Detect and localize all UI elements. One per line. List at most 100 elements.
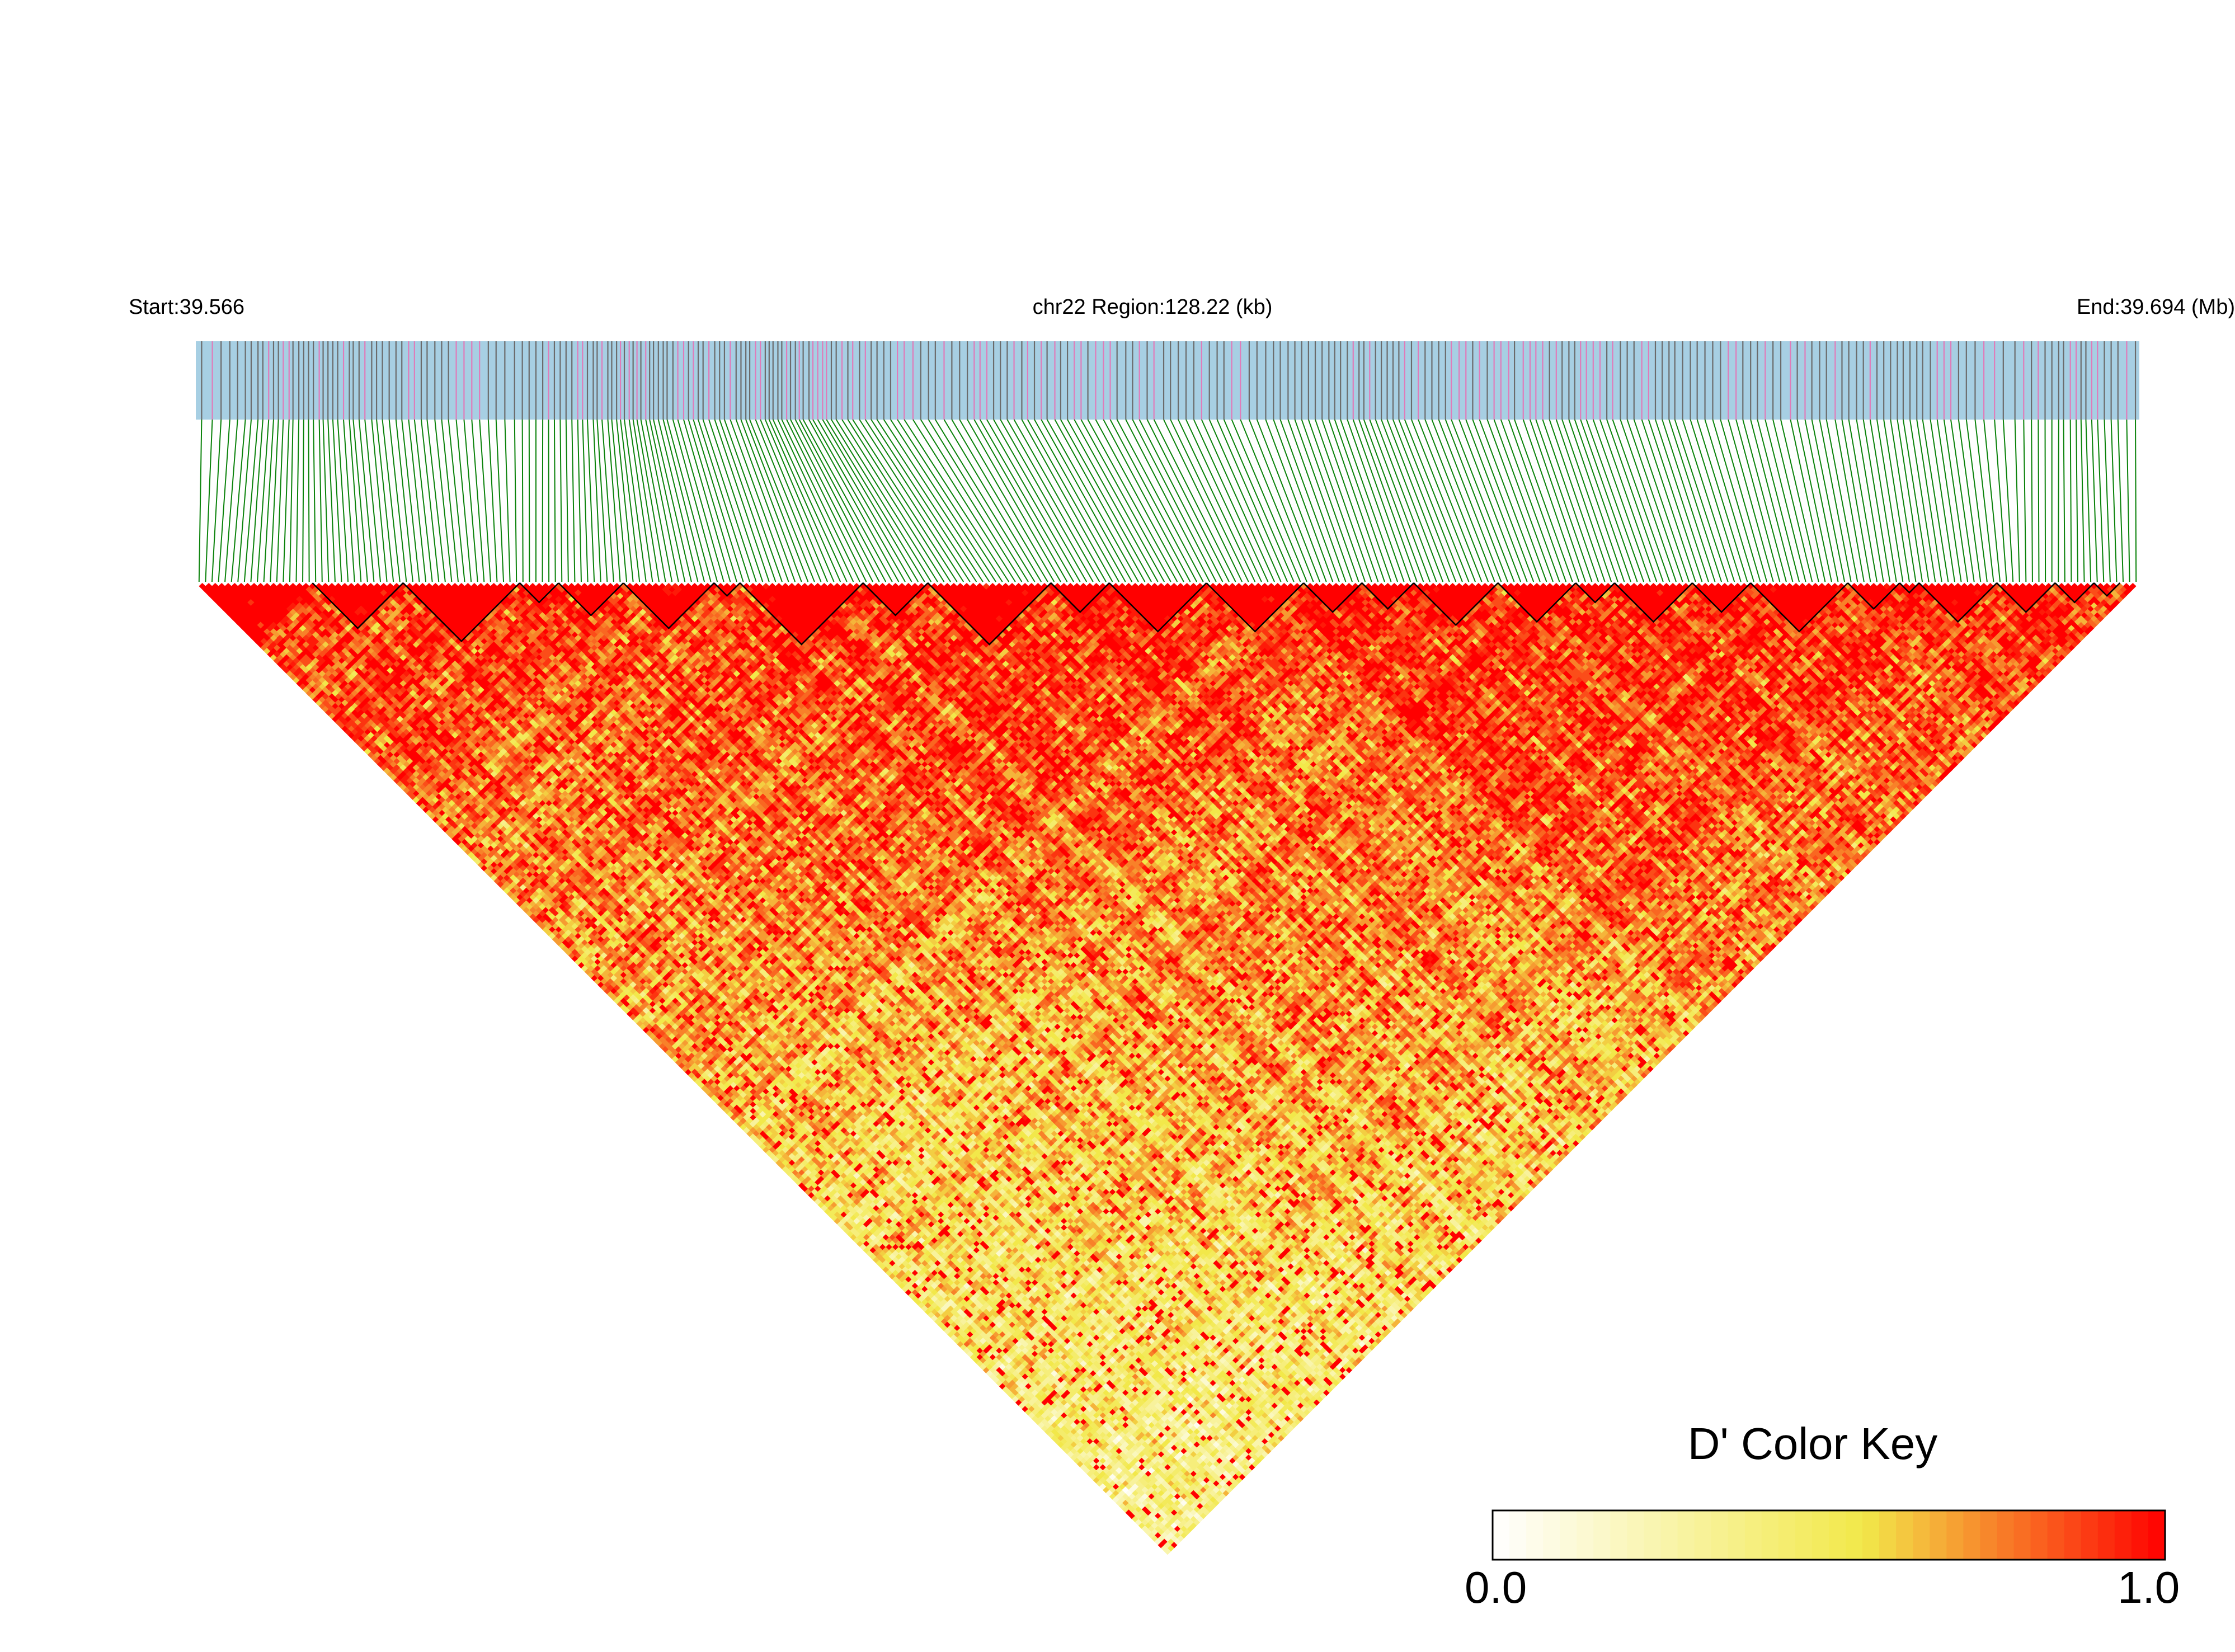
snp-connector — [1662, 419, 1716, 582]
color-key-step — [1644, 1510, 1662, 1560]
snp-connector — [1307, 419, 1366, 582]
color-key-max-label: 1.0 — [2118, 1562, 2180, 1612]
snp-connector — [1334, 419, 1392, 582]
snp-connector — [1208, 419, 1282, 582]
ld-cells-d-prime-0.00 — [1122, 1486, 1129, 1494]
snp-connector — [798, 419, 887, 582]
snp-connector — [1682, 419, 1735, 582]
snp-connector — [897, 419, 1003, 582]
ld-block-outline — [1750, 582, 1848, 633]
ld-block-outline — [623, 582, 715, 629]
snp-connector — [802, 419, 893, 582]
snp-connector — [636, 419, 666, 582]
snp-connector — [332, 419, 342, 582]
snp-connector — [337, 419, 349, 582]
snp-connector — [890, 419, 996, 582]
snp-connector — [607, 419, 621, 582]
color-key-step — [1896, 1510, 1913, 1560]
snp-connector — [2058, 419, 2059, 582]
snp-connector — [2038, 419, 2040, 582]
snp-connector — [1522, 419, 1580, 582]
snp-connector — [1163, 419, 1243, 582]
color-key-step — [2148, 1510, 2166, 1560]
snp-connector — [1811, 419, 1846, 582]
snp-connector — [794, 419, 880, 582]
snp-connector — [1060, 419, 1152, 582]
ld-block-outline — [558, 582, 624, 616]
snp-connector — [1287, 419, 1347, 582]
snp-connector — [1819, 419, 1852, 582]
snp-connector — [835, 419, 938, 582]
snp-connector — [349, 419, 362, 582]
snp-connector — [1021, 419, 1113, 582]
snp-connector — [951, 419, 1048, 582]
snp-connector — [749, 419, 815, 582]
snp-connector — [1067, 419, 1159, 582]
snp-connector — [592, 419, 601, 582]
snp-connector — [1080, 419, 1171, 582]
snp-connector — [2080, 419, 2085, 582]
snp-connector — [1006, 419, 1100, 582]
snp-connector — [395, 419, 413, 582]
snp-connector — [1193, 419, 1269, 582]
snp-connector — [528, 419, 530, 582]
color-key-frame — [1491, 1509, 2166, 1561]
snp-connector — [979, 419, 1074, 582]
snp-connector — [1696, 419, 1748, 582]
snp-connector — [218, 419, 230, 582]
snp-connector — [2104, 419, 2111, 582]
snp-connector — [1125, 419, 1211, 582]
snp-connector — [1916, 419, 1942, 582]
snp-connector — [1404, 419, 1470, 582]
snp-connector — [1690, 419, 1742, 582]
snp-connector — [313, 419, 317, 582]
snp-connector — [1458, 419, 1522, 582]
snp-connector — [1796, 419, 1832, 582]
snp-connector — [1386, 419, 1450, 582]
color-key-step — [1761, 1510, 1779, 1560]
color-key-step — [1963, 1510, 1981, 1560]
ld-block-outline — [2093, 582, 2121, 597]
ld-block-outline — [1918, 582, 1998, 623]
snp-connector — [1301, 419, 1359, 582]
snp-connector — [1185, 419, 1262, 582]
snp-connector — [1340, 419, 1399, 582]
snp-connector — [740, 419, 802, 582]
ld-cells-d-prime-0.95 — [267, 583, 2127, 1183]
ld-cells-d-prime-0.70 — [270, 583, 2107, 1500]
color-key-step — [1829, 1510, 1846, 1560]
snp-connector — [1095, 419, 1184, 582]
ld-block-outline — [1847, 582, 1900, 610]
snp-connector — [1363, 419, 1424, 582]
snp-connector — [1153, 419, 1236, 582]
color-key-step — [1593, 1510, 1611, 1560]
snp-connector — [755, 419, 822, 582]
color-key-step — [1577, 1510, 1594, 1560]
ld-block-outline — [1108, 582, 1207, 633]
snp-connector — [730, 419, 789, 582]
snp-connector — [1765, 419, 1806, 582]
snp-ticks — [201, 341, 2137, 420]
snp-connector — [1983, 419, 2001, 582]
snp-connector — [1856, 419, 1884, 582]
snp-connector — [1848, 419, 1878, 582]
snp-connector — [1834, 419, 1865, 582]
snp-connector — [463, 419, 478, 582]
snp-connector — [1535, 419, 1593, 582]
color-key-step — [1862, 1510, 1880, 1560]
ld-block-outlines — [312, 582, 2121, 646]
color-key-step — [2064, 1510, 2082, 1560]
snp-connector — [904, 419, 1010, 582]
snp-connector — [1034, 419, 1126, 582]
snp-connector — [1668, 419, 1723, 582]
snp-connector — [1109, 419, 1197, 582]
region-start-label: Start:39.566 — [129, 295, 245, 319]
snp-connector — [973, 419, 1068, 582]
snp-connector — [302, 419, 304, 582]
snp-connector — [1974, 419, 1994, 582]
snp-connector — [1178, 419, 1256, 582]
snp-connector — [859, 419, 964, 582]
snp-connector — [1472, 419, 1535, 582]
snp-connector — [1994, 419, 2007, 582]
